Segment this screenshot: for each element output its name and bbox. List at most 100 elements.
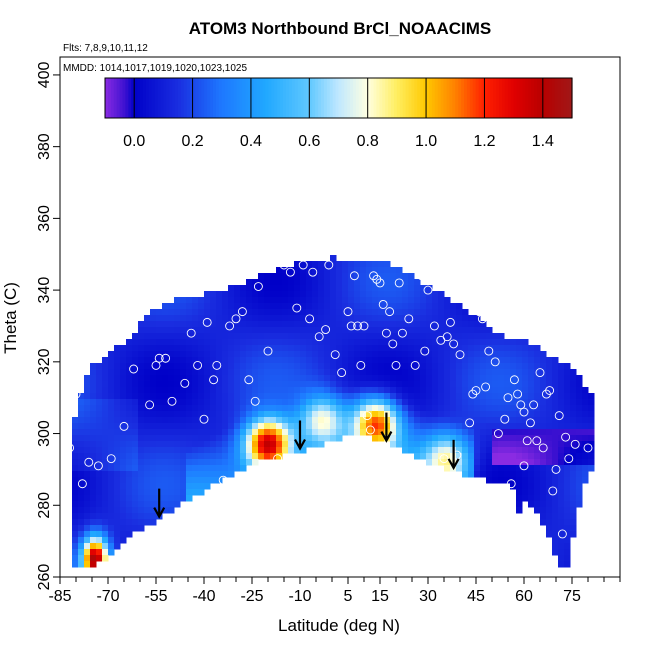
- heat-cell: [306, 345, 313, 352]
- heat-cell: [276, 285, 283, 292]
- colorbar-segment: [525, 78, 529, 118]
- heat-cell: [366, 279, 373, 286]
- heat-cell: [354, 417, 361, 424]
- heat-cell: [438, 429, 445, 436]
- heat-cell: [204, 297, 211, 304]
- heat-cell: [126, 459, 133, 466]
- heat-cell: [510, 417, 517, 424]
- heat-cell: [450, 411, 457, 418]
- heat-cell: [204, 453, 211, 460]
- heat-cell: [258, 381, 265, 388]
- heat-cell: [324, 351, 331, 358]
- heat-cell: [288, 339, 295, 346]
- heat-cell: [318, 351, 325, 358]
- heat-cell: [294, 447, 301, 454]
- heat-cell: [558, 393, 565, 400]
- heat-cell: [300, 267, 307, 274]
- heat-cell: [102, 459, 109, 466]
- heat-cell: [318, 369, 325, 376]
- heat-cell: [534, 399, 541, 406]
- heat-cell: [90, 525, 97, 532]
- heat-cell: [258, 357, 265, 364]
- heat-cell: [384, 399, 391, 406]
- heat-cell: [564, 531, 571, 538]
- heat-cell: [288, 399, 295, 406]
- heat-cell: [390, 273, 397, 280]
- heat-cell: [120, 441, 127, 448]
- heat-cell: [198, 321, 205, 328]
- heat-cell: [120, 453, 127, 460]
- sample-point: [356, 360, 366, 370]
- heat-cell: [384, 279, 391, 286]
- heat-cell: [204, 447, 211, 454]
- heat-cell: [282, 267, 289, 274]
- heat-cell: [198, 429, 205, 436]
- heat-cell: [84, 387, 91, 394]
- heat-cell: [132, 489, 139, 496]
- heat-cell: [444, 369, 451, 376]
- heat-cell: [480, 393, 487, 400]
- heat-cell: [360, 417, 367, 424]
- heat-cell: [234, 453, 241, 460]
- heat-cell: [264, 351, 271, 358]
- heat-cell: [234, 435, 241, 442]
- heat-cell: [186, 465, 193, 472]
- heat-cell: [156, 435, 163, 442]
- heat-cell: [336, 303, 343, 310]
- heat-cell: [90, 363, 97, 370]
- heat-cell: [222, 357, 229, 364]
- heat-cell: [348, 393, 355, 400]
- heat-cell: [246, 363, 253, 370]
- heat-cell: [96, 423, 103, 430]
- heat-cell: [360, 429, 367, 436]
- heat-cell: [474, 339, 481, 346]
- heat-cell: [192, 393, 199, 400]
- heat-cell: [420, 333, 427, 340]
- heat-cell: [156, 339, 163, 346]
- heat-cell: [372, 411, 379, 418]
- heat-cell: [282, 441, 289, 448]
- heat-cell: [432, 381, 439, 388]
- heat-cell: [444, 351, 451, 358]
- heat-cell: [168, 339, 175, 346]
- heat-cell: [306, 405, 313, 412]
- heat-cell: [354, 393, 361, 400]
- colorbar-segment: [545, 78, 550, 118]
- y-tick-label: 300: [36, 420, 53, 447]
- heat-cell: [354, 303, 361, 310]
- heat-cell: [78, 549, 85, 556]
- heat-cell: [402, 273, 409, 280]
- heat-cell: [306, 291, 313, 298]
- sample-point: [84, 457, 94, 467]
- heat-cell: [516, 471, 523, 478]
- heat-cell: [264, 339, 271, 346]
- heat-cell: [270, 399, 277, 406]
- heat-cell: [318, 321, 325, 328]
- heat-cell: [192, 459, 199, 466]
- heat-cell: [462, 459, 469, 466]
- heat-cell: [570, 495, 577, 502]
- heat-cell: [252, 459, 259, 466]
- heat-cell: [354, 333, 361, 340]
- heat-cell: [252, 387, 259, 394]
- sample-point: [273, 454, 283, 464]
- heat-cell: [342, 405, 349, 412]
- colorbar-segment: [376, 78, 380, 118]
- sample-point: [474, 307, 484, 317]
- colorbar-segment: [285, 78, 290, 118]
- heat-cell: [354, 375, 361, 382]
- heat-cell: [264, 393, 271, 400]
- heat-cell: [78, 543, 85, 550]
- heat-cell: [378, 411, 385, 418]
- heat-cell: [480, 441, 487, 448]
- colorbar-segment: [566, 78, 570, 118]
- heat-cell: [306, 369, 313, 376]
- colorbar-segment: [554, 78, 559, 118]
- heat-cell: [336, 345, 343, 352]
- heat-cell: [450, 327, 457, 334]
- heat-cell: [426, 381, 433, 388]
- heat-cell: [294, 345, 301, 352]
- colorbar-segment: [177, 78, 182, 118]
- heat-cell: [84, 381, 91, 388]
- sample-arrows: [153, 412, 460, 519]
